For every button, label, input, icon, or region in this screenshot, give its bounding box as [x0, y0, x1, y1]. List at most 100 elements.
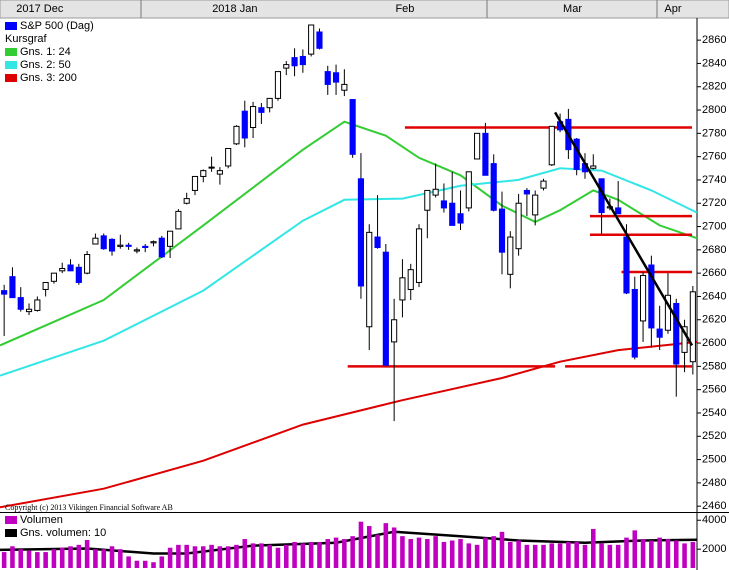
candle-body: [424, 189, 431, 211]
candle-body: [349, 99, 356, 155]
legend-label: Volumen: [20, 514, 63, 526]
candle-body: [258, 107, 265, 113]
volume-bar: [234, 544, 239, 568]
volume-bar: [292, 541, 297, 568]
candle-body: [308, 24, 315, 55]
candle-body: [125, 244, 132, 247]
volume-bar: [408, 539, 414, 568]
volume-bar: [557, 543, 563, 568]
candle-body: [656, 328, 663, 338]
volume-bar: [458, 539, 463, 568]
copyright: Copyright (c) 2013 Vikingen Financial So…: [5, 503, 173, 512]
candle-body: [9, 276, 16, 299]
volume-bar: [607, 544, 613, 568]
volume-bar: [624, 537, 629, 568]
candle-body: [42, 281, 49, 290]
candle-body: [291, 57, 298, 67]
volume-bar: [101, 549, 107, 568]
candle-body: [615, 207, 622, 215]
candle-body: [391, 319, 398, 343]
volume-bar: [416, 537, 422, 568]
y-tick-label: 2560: [702, 384, 726, 396]
volume-bar: [516, 540, 521, 568]
volume-bar: [93, 549, 98, 568]
candle-body: [108, 238, 116, 252]
y-tick-label: 2760: [702, 151, 726, 163]
y-tick-label: 2640: [702, 290, 726, 302]
volume-bar: [350, 536, 355, 568]
volume-bar: [590, 528, 596, 568]
legend-swatch: [5, 74, 17, 82]
volume-bar: [59, 547, 65, 568]
volume-bar: [541, 544, 546, 568]
candle-body: [548, 125, 555, 166]
volume-bar: [425, 539, 430, 568]
candle-body: [274, 71, 282, 99]
volume-bar: [449, 540, 455, 568]
volume-bar: [599, 543, 604, 568]
candle-body: [299, 55, 306, 66]
volume-bar: [649, 540, 654, 568]
volume-bar: [358, 521, 364, 568]
candle-body: [75, 266, 82, 283]
candle-body: [623, 236, 630, 294]
candle-body: [208, 166, 215, 169]
candle-body: [225, 147, 232, 167]
volume-bar: [201, 546, 206, 568]
moving-average: [0, 167, 698, 377]
trend-line: [554, 111, 694, 347]
y-tick-label: 2480: [702, 477, 726, 489]
candle-body: [523, 189, 530, 195]
candle-body: [175, 210, 182, 230]
legend-swatch: [5, 48, 17, 56]
candle-body: [283, 64, 290, 69]
legend-swatch: [5, 529, 17, 537]
candle-body: [532, 194, 539, 216]
volume-bar: [690, 541, 696, 568]
candle-body: [664, 294, 672, 331]
legend-label: Gns. 1: 24: [20, 46, 71, 58]
candle-body: [465, 171, 472, 209]
volume-bar: [582, 544, 588, 568]
volume-bar: [441, 541, 447, 568]
moving-average: [0, 340, 698, 509]
candle-body: [250, 106, 257, 129]
legend-swatch: [5, 516, 17, 524]
x-tick-label: Feb: [395, 3, 414, 15]
x-tick-label: Apr: [664, 3, 681, 15]
volume-bar: [433, 536, 438, 568]
volume-bar: [308, 541, 314, 568]
candle-body: [324, 71, 331, 85]
candle-body: [689, 291, 696, 363]
volume-bar: [1, 552, 7, 568]
volume-bar: [549, 543, 555, 568]
x-tick-label: 2018 Jan: [212, 3, 257, 15]
y-tick-label: 2680: [702, 244, 726, 256]
volume-bar: [43, 552, 48, 568]
candle-body: [415, 228, 423, 283]
volume-bar: [665, 539, 671, 568]
volume-bar: [242, 539, 248, 568]
volume-bar: [18, 549, 24, 568]
volume-bar: [35, 552, 40, 568]
legend-label: S&P 500 (Dag): [20, 20, 94, 32]
volume-bar: [566, 541, 571, 568]
candle-body: [150, 241, 157, 244]
candle-body: [341, 83, 348, 91]
candle-body: [515, 202, 522, 250]
candle-body: [133, 249, 140, 252]
legend-label: Gns. 3: 200: [20, 72, 77, 84]
volume-bar: [466, 543, 472, 568]
volume-bar: [118, 549, 123, 568]
volume-bar: [184, 544, 189, 568]
candle-body: [357, 178, 365, 287]
volume-bar: [76, 544, 82, 568]
volume-bar: [259, 543, 264, 568]
y-tick-label: 2540: [702, 407, 726, 419]
candle-body: [407, 269, 414, 290]
y-tick-label: 2660: [702, 267, 726, 279]
candle-body: [158, 237, 165, 258]
volume-bar: [68, 546, 73, 568]
